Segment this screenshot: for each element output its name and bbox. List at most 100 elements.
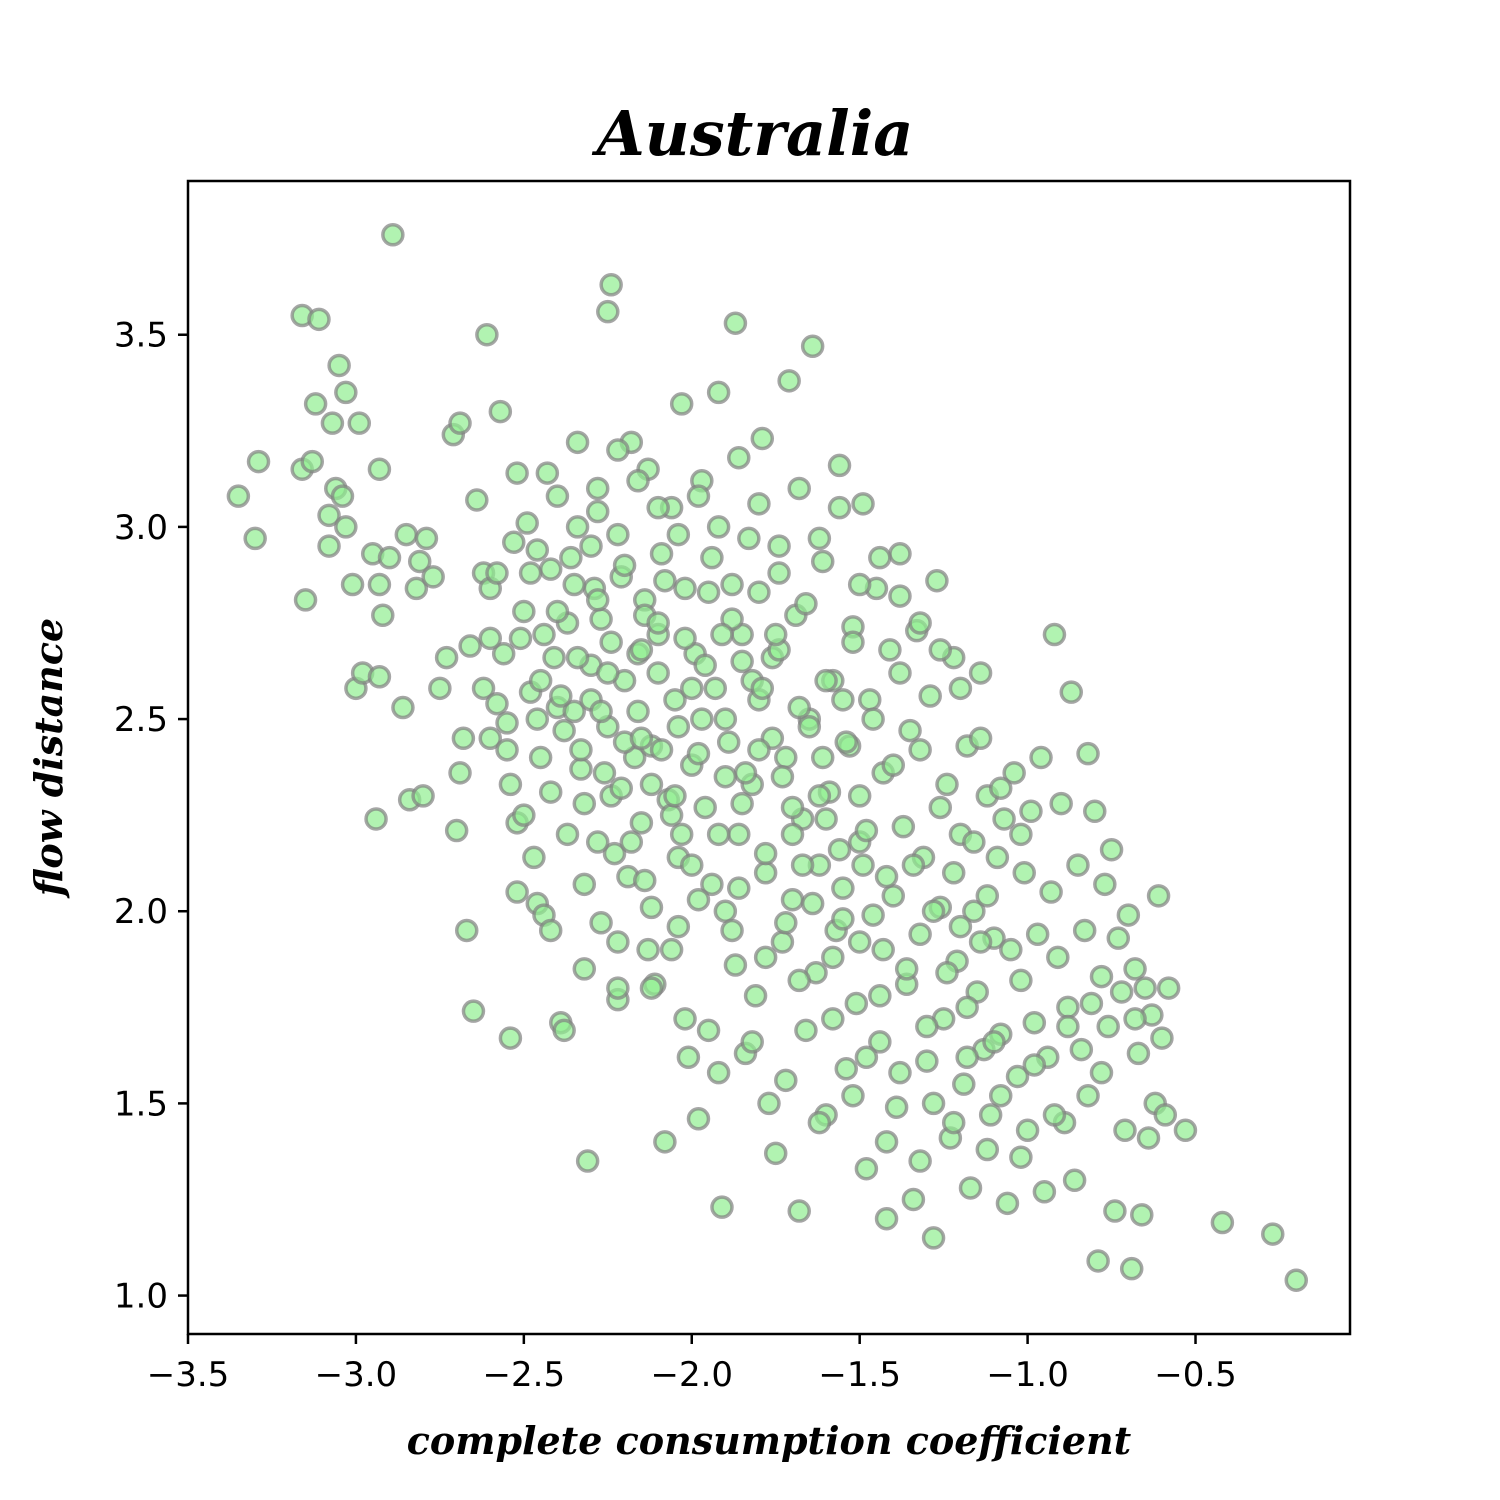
data-point <box>1046 945 1070 970</box>
data-point <box>545 599 570 624</box>
data-point <box>632 868 657 893</box>
data-point <box>498 1026 523 1050</box>
data-point <box>609 776 633 800</box>
data-point <box>589 911 613 935</box>
data-point <box>1009 1145 1033 1169</box>
data-point <box>774 911 798 935</box>
data-point <box>941 1110 966 1135</box>
data-point <box>538 780 563 804</box>
data-point <box>320 411 345 435</box>
data-point <box>1099 837 1124 862</box>
data-point <box>673 1007 697 1031</box>
data-point <box>512 803 536 827</box>
data-point <box>750 426 775 451</box>
data-point <box>777 369 801 393</box>
data-point <box>1089 1060 1114 1085</box>
data-point <box>750 676 775 701</box>
data-point <box>854 818 879 843</box>
data-point <box>706 1060 731 1085</box>
data-point <box>522 845 546 870</box>
data-point <box>451 726 476 751</box>
data-point <box>861 903 885 927</box>
data-point <box>1284 1268 1309 1292</box>
data-point <box>572 872 597 897</box>
data-point <box>1049 791 1073 816</box>
data-point <box>1012 861 1036 885</box>
data-point <box>891 814 916 839</box>
data-point <box>686 887 711 912</box>
data-point <box>706 380 731 405</box>
data-point <box>730 649 754 674</box>
data-point <box>585 588 610 612</box>
data-point <box>992 807 1016 831</box>
data-point <box>941 861 966 885</box>
data-point <box>552 1018 576 1043</box>
data-point <box>999 937 1023 962</box>
data-point <box>636 937 660 962</box>
data-point <box>767 534 791 558</box>
data-point <box>975 884 1000 908</box>
data-point <box>780 822 805 847</box>
data-point <box>1009 822 1033 847</box>
data-point <box>706 515 731 539</box>
data-point <box>763 622 788 647</box>
data-point <box>542 645 566 670</box>
data-point <box>585 830 610 854</box>
data-point <box>579 534 603 558</box>
data-point <box>700 872 724 897</box>
data-point <box>1015 1118 1040 1143</box>
data-point <box>340 572 365 597</box>
data-point <box>226 484 251 508</box>
data-point <box>525 707 550 731</box>
data-point <box>1079 991 1104 1016</box>
data-point <box>585 476 610 501</box>
data-point <box>985 845 1010 870</box>
data-point <box>505 461 529 485</box>
data-point <box>1056 995 1080 1020</box>
data-point <box>676 1045 701 1070</box>
data-point <box>908 738 932 762</box>
data-point <box>827 837 852 862</box>
y-tick-label: 3.0 <box>114 508 168 548</box>
data-point <box>659 937 684 962</box>
data-point <box>800 891 825 916</box>
data-point <box>606 522 630 547</box>
data-point <box>743 984 768 1008</box>
data-point <box>955 1045 979 1070</box>
data-point <box>663 688 687 712</box>
data-point <box>968 930 993 954</box>
data-point <box>881 884 906 908</box>
data-point <box>303 392 328 416</box>
data-point <box>928 795 953 820</box>
x-tick-label: −0.5 <box>1154 1355 1237 1395</box>
data-point <box>589 607 613 631</box>
y-tick-label: 1.5 <box>114 1084 168 1124</box>
data-point <box>794 592 818 616</box>
data-point <box>327 353 351 378</box>
x-tick-label: −1.0 <box>986 1355 1069 1395</box>
data-point <box>935 772 959 797</box>
data-point <box>737 526 761 551</box>
data-point <box>686 1107 711 1131</box>
data-point <box>730 791 754 816</box>
data-point <box>1210 1210 1235 1235</box>
data-point <box>562 572 586 597</box>
data-point <box>334 380 358 405</box>
x-tick-label: −3.0 <box>315 1355 398 1395</box>
data-point <box>535 461 560 485</box>
data-point <box>908 1149 932 1173</box>
data-point <box>1009 968 1033 993</box>
data-point <box>243 526 267 551</box>
data-point <box>1116 903 1141 927</box>
data-point <box>787 1199 811 1223</box>
data-point <box>606 930 630 954</box>
data-point <box>454 918 479 943</box>
data-point <box>629 811 654 835</box>
data-point <box>797 715 822 739</box>
data-point <box>592 761 617 785</box>
data-point <box>528 745 553 770</box>
y-tick-label: 3.5 <box>114 316 168 356</box>
y-axis: 1.0 1.5 2.0 2.5 3.0 3.5 <box>114 316 188 1317</box>
data-point <box>525 538 550 562</box>
